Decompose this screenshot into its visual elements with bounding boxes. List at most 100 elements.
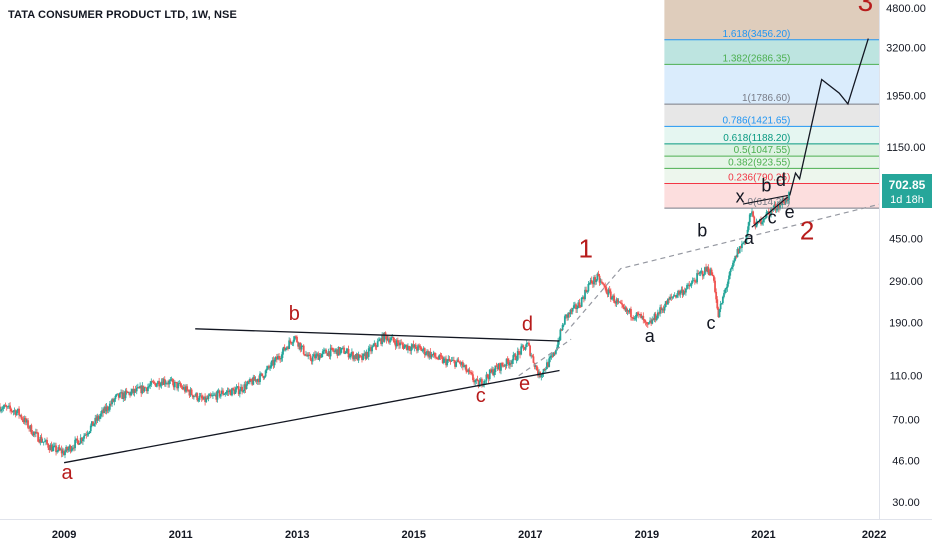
candle-body bbox=[389, 340, 391, 343]
candle-body bbox=[494, 365, 497, 373]
candle-body bbox=[385, 335, 388, 341]
candle-body bbox=[28, 427, 31, 429]
time-axis[interactable] bbox=[0, 519, 932, 550]
candle-body bbox=[562, 324, 565, 326]
candle-body bbox=[718, 309, 721, 318]
candle-body bbox=[523, 347, 526, 350]
candle-body bbox=[572, 305, 575, 309]
candle-body bbox=[37, 432, 40, 442]
candle-body bbox=[222, 390, 224, 395]
candle-body bbox=[441, 357, 444, 363]
candle-body bbox=[673, 295, 676, 297]
candle-body bbox=[687, 284, 690, 286]
candle-body bbox=[279, 358, 282, 360]
candle-body bbox=[237, 386, 240, 395]
candle-body bbox=[292, 339, 295, 343]
candle-body bbox=[607, 289, 610, 295]
candle-body bbox=[428, 351, 431, 357]
candle-body bbox=[351, 351, 353, 355]
candle-body bbox=[352, 351, 354, 360]
candle-body bbox=[767, 211, 770, 213]
candle-body bbox=[225, 392, 228, 394]
candle-body bbox=[361, 355, 363, 360]
candle-body bbox=[491, 369, 493, 373]
candle-body bbox=[668, 298, 670, 300]
candle-body bbox=[501, 363, 503, 366]
candle-body bbox=[548, 358, 551, 367]
candle-body bbox=[565, 314, 567, 317]
candle-body bbox=[136, 387, 139, 388]
fib-zone-4 bbox=[664, 126, 880, 144]
candle-body bbox=[203, 396, 205, 400]
candle-body bbox=[192, 395, 195, 398]
candle-body bbox=[325, 349, 328, 354]
candle-body bbox=[212, 395, 214, 396]
candle-body bbox=[567, 312, 570, 318]
candle-body bbox=[364, 353, 367, 359]
candle-body bbox=[376, 341, 379, 347]
candle-body bbox=[38, 441, 41, 443]
candle-body bbox=[173, 381, 176, 388]
candle-body bbox=[472, 374, 474, 381]
candle-body bbox=[245, 384, 248, 390]
candle-body bbox=[570, 309, 573, 312]
candle-body bbox=[65, 446, 68, 452]
candle-body bbox=[367, 348, 370, 357]
candle-body bbox=[73, 447, 75, 449]
candle-body bbox=[75, 438, 78, 440]
candle-body bbox=[228, 390, 231, 393]
candle-body bbox=[639, 313, 641, 315]
candle-body bbox=[738, 246, 741, 254]
candle-body bbox=[563, 316, 566, 325]
candle-body bbox=[123, 392, 126, 399]
candle-body bbox=[331, 347, 334, 351]
candle-body bbox=[0, 409, 3, 412]
price-axis[interactable] bbox=[879, 0, 932, 520]
candle-body bbox=[449, 360, 452, 362]
candle-body bbox=[108, 403, 111, 410]
candle-body bbox=[631, 317, 633, 318]
candle-body bbox=[477, 380, 480, 387]
candle-body bbox=[519, 351, 521, 355]
candle-body bbox=[6, 406, 9, 408]
candle-body bbox=[66, 446, 69, 451]
candle-body bbox=[269, 367, 271, 369]
candle-body bbox=[77, 440, 80, 445]
candle-body bbox=[648, 322, 650, 325]
bar-timer: 1d 18h bbox=[890, 194, 924, 206]
candle-body bbox=[761, 222, 763, 225]
candle-body bbox=[432, 352, 435, 355]
candle-body bbox=[345, 351, 348, 354]
candle-body bbox=[544, 369, 547, 370]
candle-body bbox=[283, 347, 286, 351]
candle-body bbox=[197, 400, 200, 401]
candle-body bbox=[74, 439, 76, 449]
candle-body bbox=[395, 340, 398, 347]
candle-body bbox=[286, 347, 288, 349]
candle-body bbox=[776, 204, 779, 210]
candle-body bbox=[656, 312, 659, 319]
fib-label-1: 1.382(2686.35) bbox=[723, 53, 791, 64]
candle-body bbox=[537, 370, 539, 376]
candle-body bbox=[31, 433, 34, 436]
candle-body bbox=[96, 416, 99, 421]
candle-body bbox=[219, 393, 222, 397]
candle-body bbox=[384, 332, 387, 336]
candle-body bbox=[506, 358, 509, 362]
candle-body bbox=[150, 381, 153, 385]
candle-body bbox=[191, 394, 194, 398]
candle-body bbox=[199, 395, 202, 397]
candle-body bbox=[179, 383, 182, 387]
candle-body bbox=[646, 323, 649, 325]
candle-body bbox=[492, 369, 495, 376]
candle-body bbox=[616, 299, 619, 302]
candle-body bbox=[775, 209, 778, 211]
candle-body bbox=[651, 319, 654, 324]
candle-body bbox=[448, 358, 451, 361]
candle-body bbox=[210, 395, 213, 397]
candle-body bbox=[312, 354, 315, 357]
candle-body bbox=[497, 363, 500, 370]
candle-body bbox=[602, 282, 604, 285]
candle-body bbox=[484, 380, 487, 382]
